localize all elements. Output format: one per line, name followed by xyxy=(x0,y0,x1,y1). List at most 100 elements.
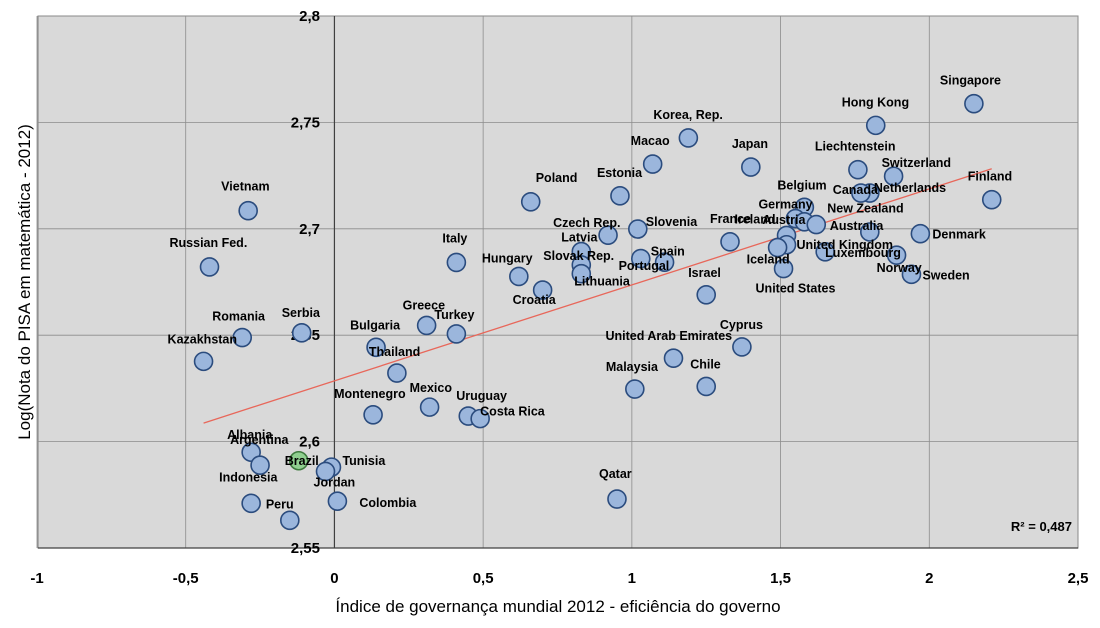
data-point xyxy=(663,348,684,368)
point-label: Slovenia xyxy=(646,215,698,229)
point-label: United Kingdom xyxy=(797,238,894,252)
point-label: Turkey xyxy=(434,308,474,322)
point-label: Italy xyxy=(442,231,467,245)
y-axis-title: Log(Nota do PISA em matemática - 2012) xyxy=(15,124,34,440)
point-label: Iceland xyxy=(747,253,790,267)
point-label: Latvia xyxy=(561,231,598,245)
data-point xyxy=(446,324,467,344)
x-tick-label: -0,5 xyxy=(173,570,199,587)
data-point xyxy=(720,231,740,252)
point-label: Qatar xyxy=(599,467,632,481)
data-point xyxy=(250,455,270,476)
x-axis-title: Índice de governança mundial 2012 - efic… xyxy=(335,597,780,616)
data-point xyxy=(598,225,618,245)
x-tick-label: -1 xyxy=(30,570,43,587)
point-label: Colombia xyxy=(359,496,417,510)
data-point xyxy=(280,510,300,531)
point-label: Greece xyxy=(403,298,445,312)
y-tick-label: 2,8 xyxy=(299,8,320,25)
point-label: Sweden xyxy=(922,268,969,282)
data-point xyxy=(851,183,871,203)
data-point xyxy=(815,241,835,262)
point-label: Liechtenstein xyxy=(815,140,896,154)
data-point xyxy=(901,264,922,285)
data-point xyxy=(387,363,407,383)
point-label: Hungary xyxy=(482,251,533,265)
data-point xyxy=(288,450,309,471)
data-point xyxy=(767,237,788,258)
y-tick-label: 2,7 xyxy=(299,221,320,238)
data-point xyxy=(981,189,1002,210)
data-point xyxy=(571,263,592,284)
data-point xyxy=(315,461,336,482)
point-label: Mexico xyxy=(410,381,453,395)
data-point xyxy=(883,166,904,187)
data-point xyxy=(678,128,699,148)
point-label: Slovak Rep. xyxy=(543,249,614,263)
data-point xyxy=(199,257,220,277)
point-label: Spain xyxy=(651,245,685,259)
data-point xyxy=(625,379,645,399)
x-tick-label: 2,5 xyxy=(1068,570,1089,587)
x-tick-label: 1 xyxy=(628,570,636,587)
data-point xyxy=(732,337,752,357)
data-point xyxy=(642,154,663,174)
point-label: Argentina xyxy=(230,433,289,447)
point-label: Lithuania xyxy=(574,275,631,289)
x-tick-label: 0,5 xyxy=(473,570,494,587)
point-label: Indonesia xyxy=(219,470,278,484)
y-tick-label: 2,75 xyxy=(291,114,320,131)
data-point xyxy=(232,327,253,348)
data-point xyxy=(241,493,261,514)
data-point xyxy=(654,252,675,273)
data-point xyxy=(419,397,440,417)
data-point xyxy=(773,258,794,279)
point-label: Macao xyxy=(631,134,670,148)
data-point xyxy=(470,408,490,429)
y-tick-label: 2,55 xyxy=(291,540,320,557)
data-point xyxy=(865,115,886,136)
data-point xyxy=(859,222,880,242)
point-label: Estonia xyxy=(597,166,643,180)
point-label: Korea, Rep. xyxy=(653,108,722,122)
data-point xyxy=(806,214,827,235)
point-label: Israel xyxy=(688,266,721,280)
point-label: Poland xyxy=(536,171,578,185)
point-label: Jordan xyxy=(314,475,356,489)
point-label: Switzerland xyxy=(882,156,951,170)
point-label: Czech Rep. xyxy=(553,216,620,230)
data-point xyxy=(607,489,627,509)
point-label: Finland xyxy=(968,170,1012,184)
data-point xyxy=(532,280,553,300)
point-label: Netherlands xyxy=(874,181,946,195)
trendline xyxy=(203,168,992,424)
data-point xyxy=(416,315,437,336)
point-label: Malaysia xyxy=(606,360,659,374)
x-tick-label: 0 xyxy=(330,570,338,587)
point-label: Croatia xyxy=(513,293,557,307)
data-point xyxy=(964,93,984,114)
point-label: Luxembourg xyxy=(825,246,901,260)
data-point xyxy=(610,186,630,206)
data-point xyxy=(509,266,529,287)
data-point xyxy=(630,248,651,269)
point-label: Bulgaria xyxy=(350,318,401,332)
point-labels: Singapore Hong Kong Korea, Rep. Macao Japan L… xyxy=(168,74,1013,512)
point-label: Brazil xyxy=(285,454,319,468)
point-label: Denmark xyxy=(932,228,986,242)
r-squared-label: R² = 0,487 xyxy=(1011,519,1072,534)
point-label: Costa Rica xyxy=(480,405,546,419)
y-tick-label: 2,6 xyxy=(299,434,320,451)
point-label: Japan xyxy=(732,137,768,151)
point-label: Portugal xyxy=(619,259,670,273)
point-label: Ireland xyxy=(735,212,776,226)
data-point xyxy=(363,404,383,425)
data-point xyxy=(327,491,348,511)
point-label: Chile xyxy=(690,357,721,371)
point-label: Peru xyxy=(266,497,294,511)
point-label: Kazakhstan xyxy=(168,332,237,346)
data-point xyxy=(696,376,717,397)
point-label: Austria xyxy=(762,213,806,227)
point-label: Australia xyxy=(830,219,885,233)
